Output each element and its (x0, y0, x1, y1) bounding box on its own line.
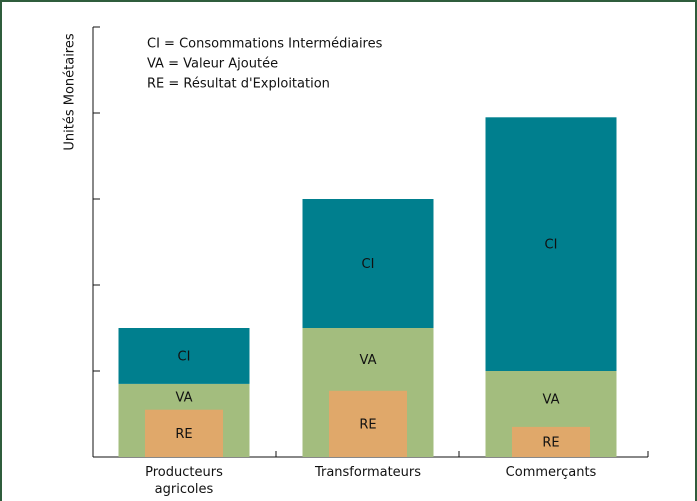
bar-segment (485, 117, 617, 371)
segment-label: RE (359, 417, 376, 432)
segment-label: CI (178, 349, 191, 364)
annotation: VA = Valeur Ajoutée (147, 57, 278, 72)
overlay-bar (329, 390, 407, 457)
segment-label: RE (542, 435, 559, 450)
segment-label: VA (360, 353, 377, 368)
overlay-bar (145, 409, 223, 457)
x-tick-label: Producteurs agricoles (145, 465, 223, 497)
overlay-bar (512, 426, 590, 457)
y-axis-label: Unités Monétaires (63, 33, 78, 151)
segment-label: CI (545, 238, 558, 253)
annotation: CI = Consommations Intermédiaires (147, 37, 383, 52)
annotation: RE = Résultat d'Exploitation (147, 77, 330, 92)
x-tick-label: Transformateurs (314, 465, 422, 480)
x-tick-label: Commerçants (505, 465, 597, 480)
segment-label: CI (362, 257, 375, 272)
segment-label: RE (175, 427, 192, 442)
bar-segment (302, 199, 434, 328)
segment-label: VA (176, 390, 193, 405)
segment-label: VA (543, 392, 560, 407)
bar-segment (118, 328, 250, 384)
